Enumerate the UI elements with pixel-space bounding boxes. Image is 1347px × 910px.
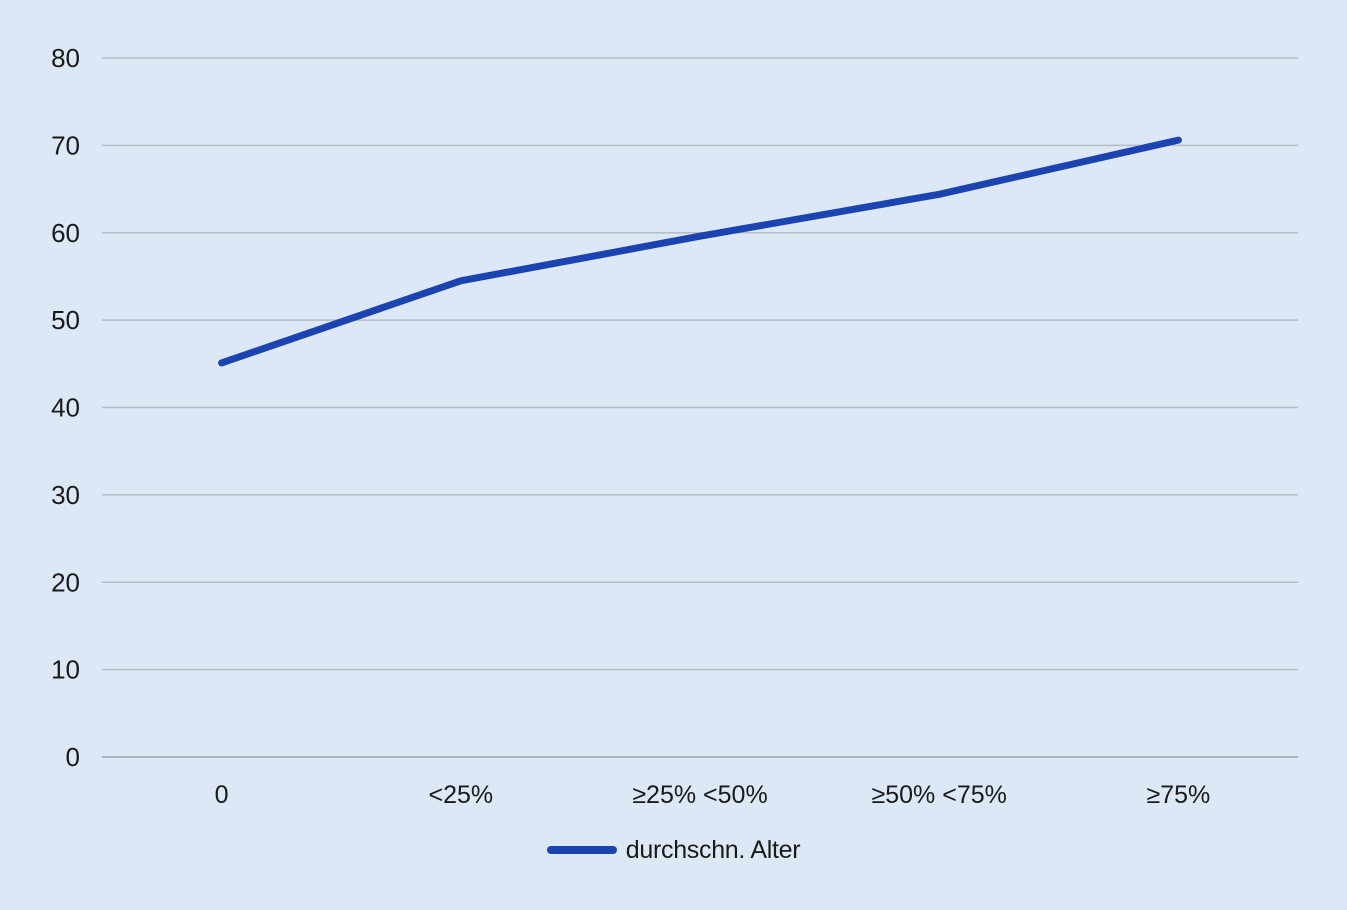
legend-item: durchschn. Alter (546, 836, 801, 864)
y-axis-tick-label: 10 (51, 655, 80, 685)
y-axis-tick-label: 0 (66, 742, 80, 772)
x-axis-labels: 0 <25% ≥25% <50% ≥50% <75% ≥75% (215, 781, 1211, 809)
y-axis-tick-label: 60 (51, 218, 80, 248)
x-axis-category-label: <25% (428, 781, 493, 809)
x-axis-category-label: ≥75% (1147, 781, 1211, 809)
y-axis-tick-label: 30 (51, 480, 80, 510)
x-axis-category-label: ≥50% <75% (872, 781, 1007, 809)
y-axis-tick-label: 40 (51, 393, 80, 423)
legend: durchschn. Alter (0, 836, 1347, 863)
data-series-line (218, 136, 1182, 367)
data-series (218, 136, 1182, 367)
x-axis-category-label: 0 (215, 781, 229, 809)
x-axis-category-label: ≥25% <50% (632, 781, 767, 809)
y-axis-tick-label: 70 (51, 130, 80, 160)
legend-line-swatch (546, 845, 617, 854)
y-axis-tick-label: 20 (51, 567, 80, 597)
gridlines (102, 57, 1298, 758)
y-axis-tick-label: 50 (51, 305, 80, 335)
y-axis-tick-label: 80 (51, 43, 80, 73)
y-axis-labels: 0 10 20 30 40 50 60 70 80 (51, 43, 80, 772)
legend-label: durchschn. Alter (625, 836, 801, 864)
